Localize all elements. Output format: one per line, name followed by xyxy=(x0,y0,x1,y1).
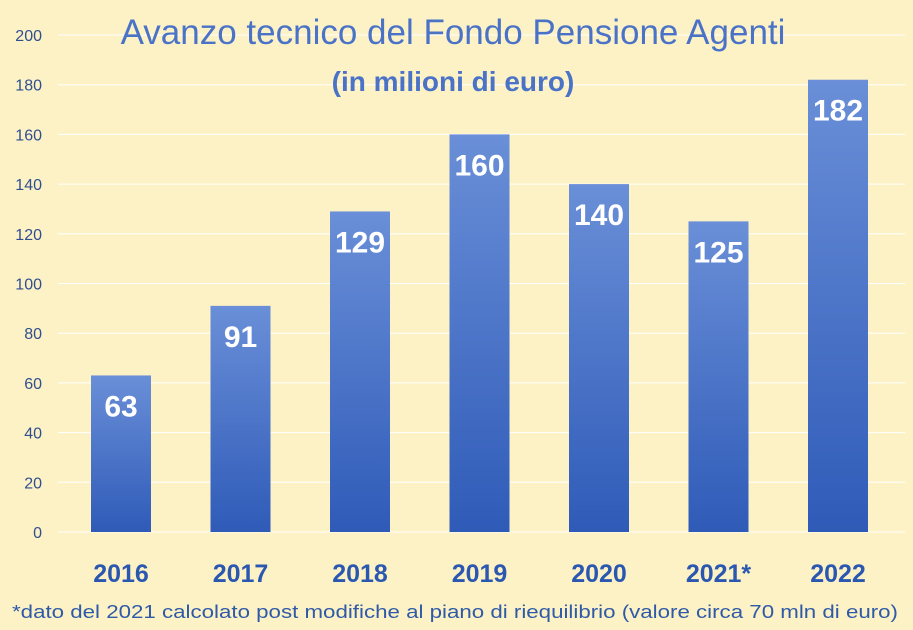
bar xyxy=(210,305,271,532)
y-tick-label: 0 xyxy=(33,525,42,542)
chart-subtitle: (in milioni di euro) xyxy=(332,66,575,97)
x-category-label: 2016 xyxy=(93,560,149,588)
x-category-label: 2019 xyxy=(452,560,508,588)
y-tick-label: 200 xyxy=(15,28,42,45)
bar-value-label: 125 xyxy=(693,236,743,269)
y-tick-label: 120 xyxy=(15,227,42,244)
value-labels: 63 91 129 160 140 125 182 xyxy=(104,95,863,424)
chart-title: Avanzo tecnico del Fondo Pensione Agenti xyxy=(121,13,786,52)
y-tick-label: 20 xyxy=(24,475,42,492)
x-category-label: 2020 xyxy=(571,560,627,588)
bar-value-label: 91 xyxy=(224,321,257,354)
x-category-label: 2022 xyxy=(810,560,866,588)
bar xyxy=(688,221,749,532)
y-tick-label: 40 xyxy=(24,426,42,443)
bar xyxy=(330,211,390,532)
bars xyxy=(91,79,868,532)
x-category-label: 2021* xyxy=(686,560,752,588)
x-category-label: 2018 xyxy=(332,560,388,588)
x-category-label: 2017 xyxy=(213,560,269,588)
bar xyxy=(91,375,151,532)
y-tick-label: 180 xyxy=(15,78,42,95)
bar-value-label: 63 xyxy=(104,390,137,423)
y-tick-label: 80 xyxy=(24,326,42,343)
category-labels: 2016 2017 2018 2019 2020 2021* 2022 xyxy=(93,560,866,588)
y-tick-label: 60 xyxy=(24,376,42,393)
bar xyxy=(449,134,510,532)
bar xyxy=(808,79,868,532)
bar-value-label: 129 xyxy=(335,226,385,259)
bar-value-label: 140 xyxy=(574,199,624,232)
bar-value-label: 160 xyxy=(454,149,504,182)
y-axis-ticks: 0 20 40 60 80 100 120 140 160 180 200 xyxy=(15,28,42,542)
y-tick-label: 100 xyxy=(15,277,42,294)
bar xyxy=(569,184,629,532)
bar-value-label: 182 xyxy=(813,95,863,128)
footnote: *dato del 2021 calcolato post modifiche … xyxy=(12,601,898,622)
y-tick-label: 140 xyxy=(15,177,42,194)
y-tick-label: 160 xyxy=(15,127,42,144)
